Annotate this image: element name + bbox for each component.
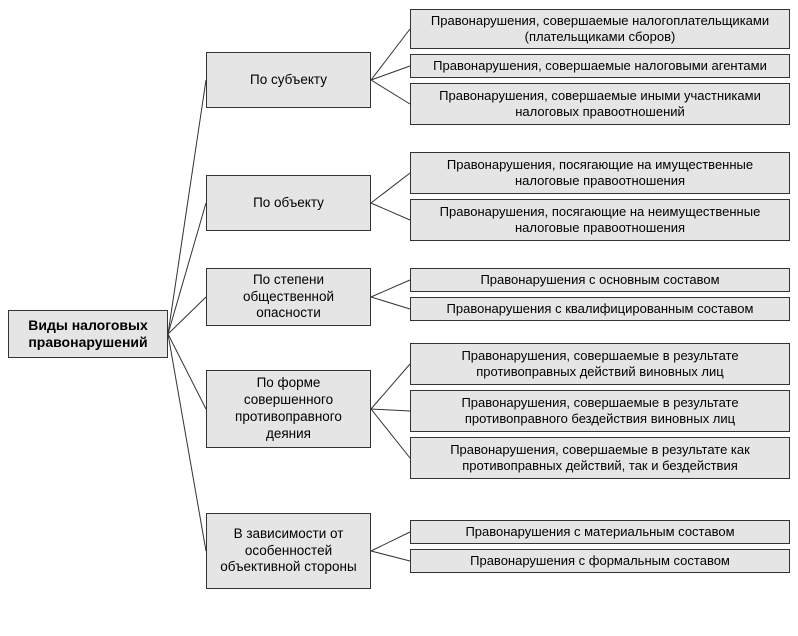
leaf-5-1: Правонарушения с материальным составом <box>410 520 790 544</box>
root-node: Виды налоговых правонарушений <box>8 310 168 358</box>
category-3: По степени общественной опасности <box>206 268 371 326</box>
leaf-3-1: Правонарушения с основным составом <box>410 268 790 292</box>
leaf-1-3: Правонарушения, совершаемые иными участн… <box>410 83 790 125</box>
leaf-3-2: Правонарушения с квалифицированным соста… <box>410 297 790 321</box>
category-4: По форме совершенного противоправного де… <box>206 370 371 448</box>
leaf-4-2: Правонарушения, совершаемые в результате… <box>410 390 790 432</box>
leaf-4-3: Правонарушения, совершаемые в результате… <box>410 437 790 479</box>
leaf-4-1: Правонарушения, совершаемые в результате… <box>410 343 790 385</box>
leaf-1-2: Правонарушения, совершаемые налоговыми а… <box>410 54 790 78</box>
category-1: По субъекту <box>206 52 371 108</box>
category-2: По объекту <box>206 175 371 231</box>
category-5: В зависимости от особенностей объективно… <box>206 513 371 589</box>
leaf-2-1: Правонарушения, посягающие на имуществен… <box>410 152 790 194</box>
leaf-5-2: Правонарушения с формальным составом <box>410 549 790 573</box>
leaf-1-1: Правонарушения, совершаемые налогоплател… <box>410 9 790 49</box>
leaf-2-2: Правонарушения, посягающие на неимуществ… <box>410 199 790 241</box>
